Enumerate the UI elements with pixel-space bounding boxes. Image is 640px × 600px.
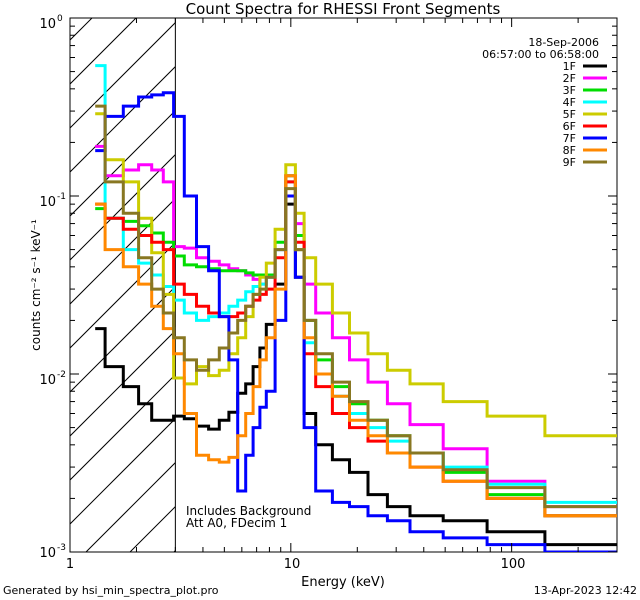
hatch-line	[526, 18, 640, 552]
time-range-label: 06:57:00 to 06:58:00	[482, 48, 599, 61]
hatch-line	[482, 18, 640, 552]
annotation-background: Includes Background	[186, 504, 311, 518]
legend-label-8F: 8F	[563, 144, 576, 157]
series-line-5F	[95, 112, 617, 438]
svg-text:10: 10	[39, 195, 56, 210]
hatch-line	[70, 18, 137, 85]
legend-label-3F: 3F	[563, 84, 576, 97]
annotation-attenuator: Att A0, FDecim 1	[186, 516, 287, 530]
legend-label-2F: 2F	[563, 72, 576, 85]
date-label: 18-Sep-2006	[528, 36, 599, 49]
generated-by-label: Generated by hsi_min_spectra_plot.pro	[3, 584, 219, 597]
hatch-line	[70, 197, 176, 305]
y-axis-label: counts cm⁻² s⁻¹ keV⁻¹	[29, 219, 43, 351]
svg-text:-2: -2	[57, 370, 66, 380]
legend-label-7F: 7F	[563, 132, 576, 145]
plot-frame	[69, 17, 618, 553]
legend-label-4F: 4F	[563, 96, 576, 109]
x-axis-label: Energy (keV)	[301, 575, 385, 590]
hatch-line	[70, 417, 176, 525]
hatch-line	[70, 241, 176, 349]
svg-text:10: 10	[39, 373, 56, 388]
svg-text:10: 10	[39, 546, 56, 561]
hatch-line	[70, 285, 176, 393]
series-line-1F	[95, 202, 617, 547]
series-line-7F	[95, 91, 617, 552]
x-tick-label-1: 1	[66, 557, 74, 572]
chart-title: Count Spectra for RHESSI Front Segments	[186, 0, 501, 18]
svg-text:-3: -3	[57, 543, 66, 553]
y-tick-label-0.01: 10 -2	[39, 370, 66, 388]
series-line-9F	[95, 104, 617, 509]
legend-label-9F: 9F	[563, 156, 576, 169]
hatch-line	[70, 373, 176, 481]
hatch-line	[350, 18, 640, 552]
legend-label-5F: 5F	[563, 108, 576, 121]
svg-text:0: 0	[57, 14, 63, 24]
hatch-line	[70, 21, 176, 129]
svg-text:-1: -1	[57, 192, 66, 202]
hatch-line	[570, 18, 640, 552]
y-tick-label-0.001: 10 -3	[39, 543, 66, 561]
hatch-line	[0, 18, 4, 552]
y-tick-label-0.1: 10 -1	[39, 192, 66, 210]
hatch-line	[70, 329, 176, 437]
hatch-line	[394, 18, 640, 552]
svg-text:10: 10	[39, 17, 56, 32]
x-tick-label-100: 100	[501, 557, 526, 572]
y-tick-label-1: 10 0	[39, 14, 63, 32]
legend-label-1F: 1F	[563, 60, 576, 73]
x-tick-label-10: 10	[284, 557, 301, 572]
series-line-8F	[95, 174, 617, 518]
legend-label-6F: 6F	[563, 120, 576, 133]
hatch-line	[614, 18, 640, 552]
timestamp-label: 13-Apr-2023 12:42	[534, 584, 637, 597]
